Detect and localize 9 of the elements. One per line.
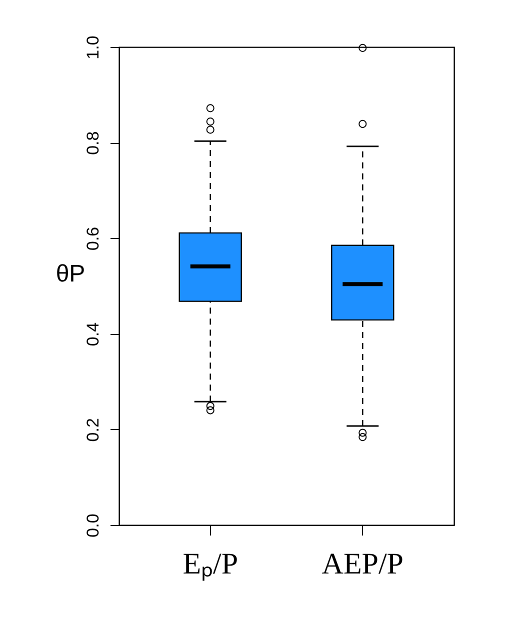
y-tick-label: 0.6	[84, 226, 102, 251]
y-tick-label: 0.4	[84, 322, 102, 346]
y-tick-label: 0.8	[84, 131, 102, 155]
y-tick-label: 1.0	[84, 36, 102, 60]
y-tick-label: 0.2	[84, 418, 102, 442]
x-tick-label: AEP/P	[322, 548, 404, 580]
x-tick-label: Eₚ/P	[182, 548, 238, 582]
y-axis-title: θP	[56, 260, 86, 288]
y-tick-label: 0.0	[84, 514, 102, 538]
